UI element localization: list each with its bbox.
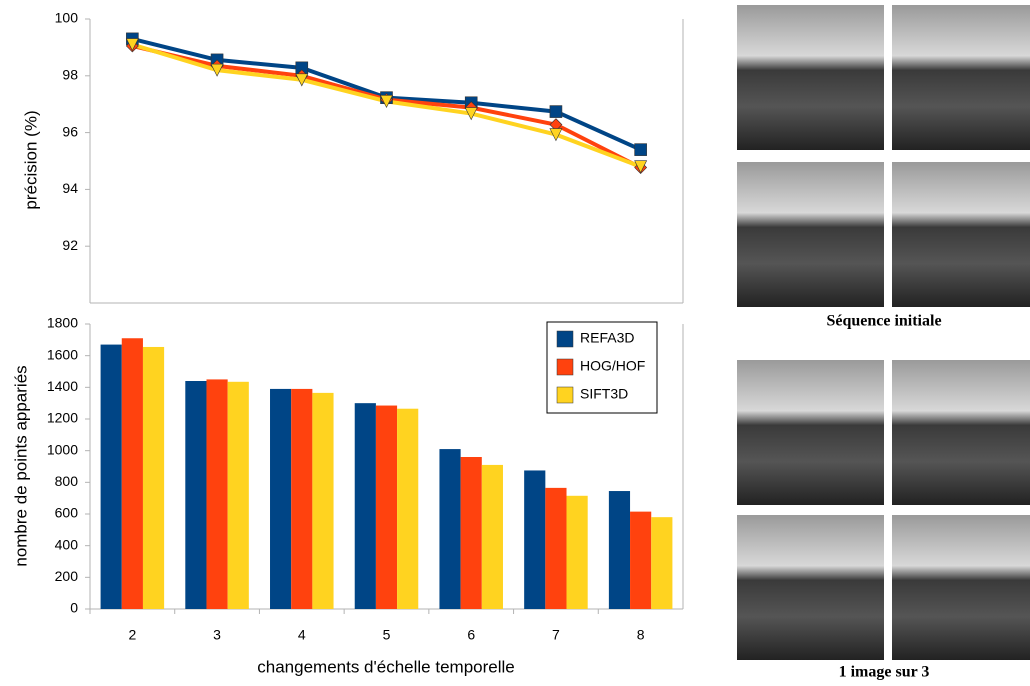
y-tick-label: 96: [62, 123, 78, 139]
y-tick-label: 1000: [47, 441, 78, 457]
bar: [566, 495, 588, 609]
y-tick-label: 200: [55, 568, 79, 584]
photo: [892, 360, 1030, 505]
legend-swatch: [556, 358, 574, 376]
photo-panels: Séquence initiale 1 image sur 3: [737, 5, 1030, 681]
bar: [121, 338, 143, 609]
bar: [481, 464, 503, 609]
photo: [737, 360, 884, 505]
x-tick-label: 5: [383, 627, 391, 643]
bar: [375, 405, 398, 609]
bar: [100, 344, 122, 609]
photo: [892, 162, 1030, 307]
y-tick-label: 1800: [47, 315, 78, 331]
marker: [210, 63, 224, 77]
x-axis-title: changements d'échelle temporelle: [257, 657, 514, 676]
y-tick-label: 1600: [47, 346, 78, 362]
y-tick-label: 800: [55, 473, 79, 489]
y-tick-label: 1400: [47, 378, 78, 394]
x-tick-label: 7: [552, 627, 560, 643]
y-tick-label: 100: [55, 10, 79, 26]
y-tick-label: 92: [62, 237, 78, 253]
caption: Séquence initiale: [826, 313, 941, 330]
bar: [524, 470, 546, 609]
y-axis-title: précision (%): [21, 110, 40, 209]
x-tick-label: 6: [467, 627, 475, 643]
bar: [312, 392, 334, 609]
marker: [634, 143, 647, 156]
x-tick-label: 4: [298, 627, 306, 643]
photo: [737, 515, 884, 660]
bar: [545, 487, 567, 609]
bar: [142, 346, 165, 609]
legend-swatch: [556, 330, 574, 348]
y-tick-label: 98: [62, 67, 78, 83]
marker: [464, 107, 478, 121]
legend-label: SIFT3D: [580, 386, 628, 402]
y-axis-title: nombre de points appariés: [11, 365, 30, 566]
bar: [397, 408, 419, 609]
legend-label: HOG/HOF: [580, 358, 645, 374]
bar: [206, 379, 228, 609]
bar: [227, 381, 249, 609]
y-tick-label: 94: [62, 180, 78, 196]
marker: [295, 73, 309, 87]
photo: [892, 5, 1030, 150]
y-tick-label: 1200: [47, 410, 78, 426]
y-tick-label: 0: [70, 600, 78, 616]
legend-label: REFA3D: [580, 330, 634, 346]
photo: [737, 5, 884, 150]
bar: [630, 511, 652, 609]
y-tick-label: 400: [55, 536, 79, 552]
bar: [439, 449, 461, 609]
legend-swatch: [556, 386, 574, 404]
bar: [291, 388, 313, 609]
bar: [185, 381, 207, 609]
caption: 1 image sur 3: [839, 664, 930, 681]
photo: [737, 162, 884, 307]
bar: [270, 388, 292, 609]
marker: [634, 160, 648, 174]
y-tick-label: 600: [55, 505, 79, 521]
marker: [125, 38, 139, 52]
x-tick-label: 2: [128, 627, 136, 643]
x-tick-label: 3: [213, 627, 221, 643]
bar: [608, 491, 631, 609]
x-tick-label: 8: [637, 627, 645, 643]
marker: [380, 95, 393, 109]
bar: [651, 517, 673, 609]
bar: [354, 403, 376, 609]
marker: [549, 105, 563, 118]
photo: [892, 515, 1030, 660]
bar: [460, 457, 482, 609]
marker: [549, 128, 563, 142]
